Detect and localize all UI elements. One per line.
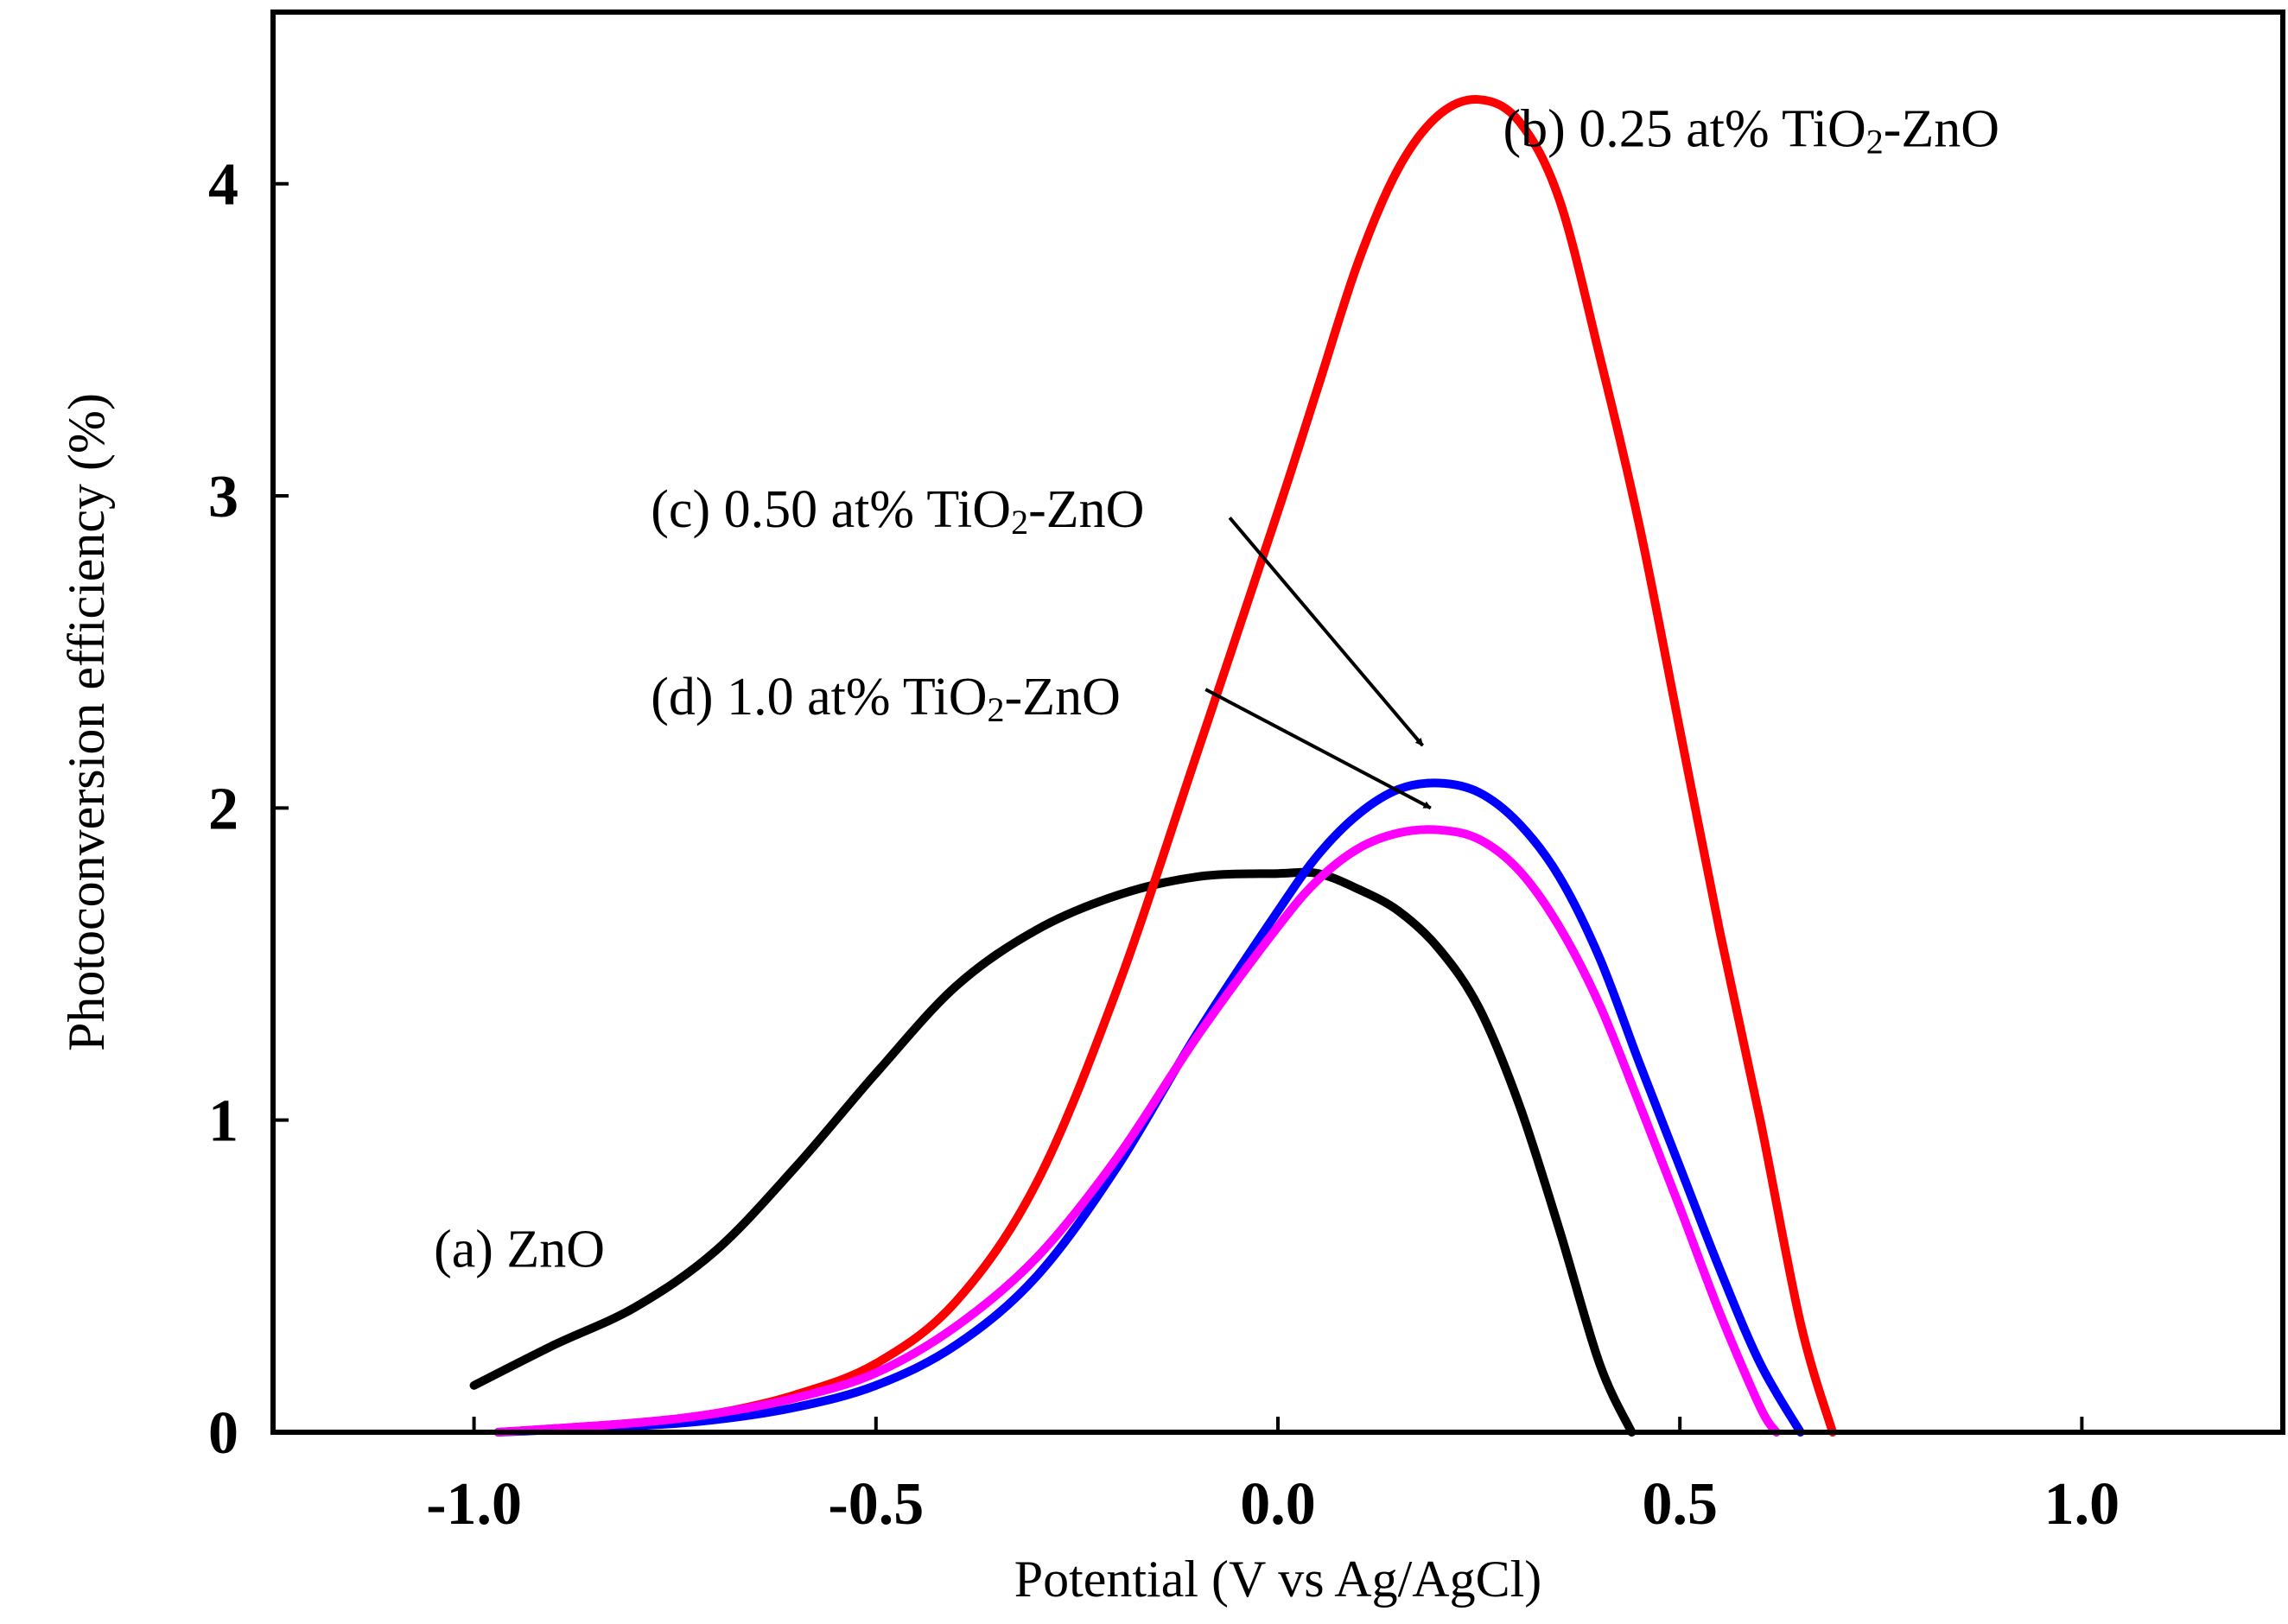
plot-frame [270,10,2285,1435]
series-layer [469,95,1837,1437]
annotation-d-subscript: 2 [988,690,1005,729]
annotation-d-prefix: (d) 1.0 at% TiO [651,668,987,726]
annotation-layer: (a) ZnO (b) 0.25 at% TiO2-ZnO (c) 0.50 a… [434,99,1999,1278]
series-line-3 [493,778,1805,1437]
x-tick-label: 1.0 [2044,1471,2120,1538]
x-tick-label: 0.0 [1240,1471,1316,1538]
x-tick-label: -1.0 [426,1471,522,1538]
annotation-c-prefix: (c) 0.50 at% TiO [651,480,1011,539]
series-line-4 [493,825,1781,1437]
annotation-b-suffix: -ZnO [1884,99,1999,158]
y-tick-label: 3 [208,464,238,530]
annotation-b-prefix: (b) 0.25 at% TiO [1503,99,1866,158]
annotation-c-subscript: 2 [1011,503,1028,542]
x-tick-label: -0.5 [828,1471,924,1538]
annotation-b-subscript: 2 [1866,122,1884,161]
series-line-2 [493,95,1837,1437]
x-axis-title: Potential (V vs Ag/AgCl) [1014,1551,1542,1608]
series-line-1 [469,867,1637,1437]
y-tick-label: 1 [208,1088,238,1155]
y-tick-label: 4 [208,152,238,219]
annotation-d-suffix: -ZnO [1005,668,1121,726]
y-tick-label: 2 [208,776,238,842]
x-tick-label: 0.5 [1642,1471,1718,1538]
ticks-layer: -1.0 -0.5 0.0 0.5 1.0 0 1 2 3 4 [208,152,2120,1538]
annotation-arrow-d [1204,688,1432,810]
annotation-arrow-c [1228,517,1424,747]
annotation-c-suffix: -ZnO [1028,480,1144,539]
y-tick-label: 0 [208,1400,238,1467]
annotation-zno: (a) ZnO [434,1221,605,1279]
y-axis-title: Photoconversion efficiency (%) [58,393,115,1051]
annotation-zno-text: (a) ZnO [434,1221,605,1279]
annotation-0-50-tio2-zno: (c) 0.50 at% TiO2-ZnO [651,480,1144,542]
annotation-0-25-tio2-zno: (b) 0.25 at% TiO2-ZnO [1503,99,2000,161]
annotation-1-0-tio2-zno: (d) 1.0 at% TiO2-ZnO [651,668,1121,729]
